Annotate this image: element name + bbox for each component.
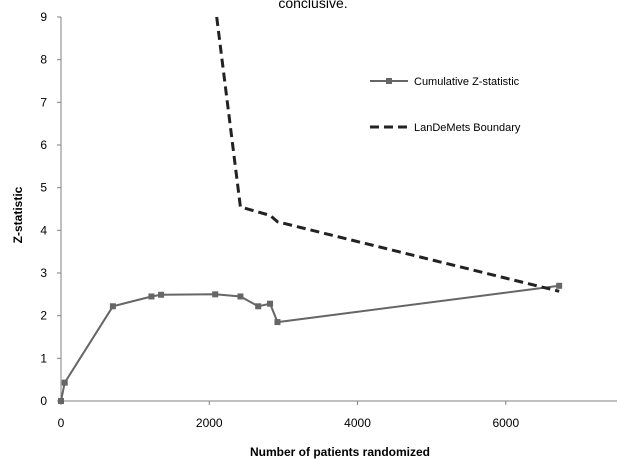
legend-label-boundary: LanDeMets Boundary (414, 122, 521, 134)
x-tick-label: 0 (58, 416, 65, 430)
x-ticks: 0 2000 4000 6000 (58, 401, 519, 430)
data-point-cumulative (148, 293, 155, 300)
data-point-cumulative (237, 293, 244, 300)
legend: Cumulative Z-statistic LanDeMets Boundar… (370, 76, 521, 134)
data-point-cumulative (158, 291, 165, 298)
y-tick-label: 7 (40, 95, 47, 109)
y-axis-title: Z-statistic (11, 186, 25, 243)
data-point-cumulative (556, 282, 563, 289)
y-tick-label: 1 (40, 351, 47, 365)
data-point-cumulative (58, 398, 64, 404)
y-tick-label: 5 (40, 181, 47, 195)
x-tick-label: 2000 (196, 416, 223, 430)
y-tick-label: 0 (40, 394, 47, 408)
y-tick-label: 2 (40, 309, 47, 323)
y-tick-label: 6 (40, 138, 47, 152)
x-tick-label: 6000 (492, 416, 519, 430)
y-tick-label: 4 (40, 223, 47, 237)
x-axis-title: Number of patients randomized (250, 445, 430, 459)
y-tick-label: 9 (40, 10, 47, 24)
x-tick-label: 4000 (344, 416, 371, 430)
legend-label-cumulative: Cumulative Z-statistic (414, 76, 520, 88)
data-point-cumulative (274, 319, 281, 326)
chart-title: conclusive. (278, 0, 347, 11)
data-point-cumulative (109, 303, 116, 310)
data-point-cumulative (212, 291, 219, 298)
series-line-boundary (215, 16, 560, 293)
data-point-cumulative (61, 379, 68, 386)
y-tick-label: 8 (40, 53, 47, 67)
data-point-cumulative (267, 300, 274, 307)
legend-marker-cumulative (386, 78, 392, 84)
y-tick-label: 3 (40, 266, 47, 280)
axes (60, 17, 617, 402)
data-point-cumulative (255, 303, 262, 310)
y-ticks: 0 1 2 3 4 5 6 7 8 9 (40, 10, 61, 408)
series-group (58, 16, 563, 404)
series-line-cumulative (60, 284, 560, 402)
